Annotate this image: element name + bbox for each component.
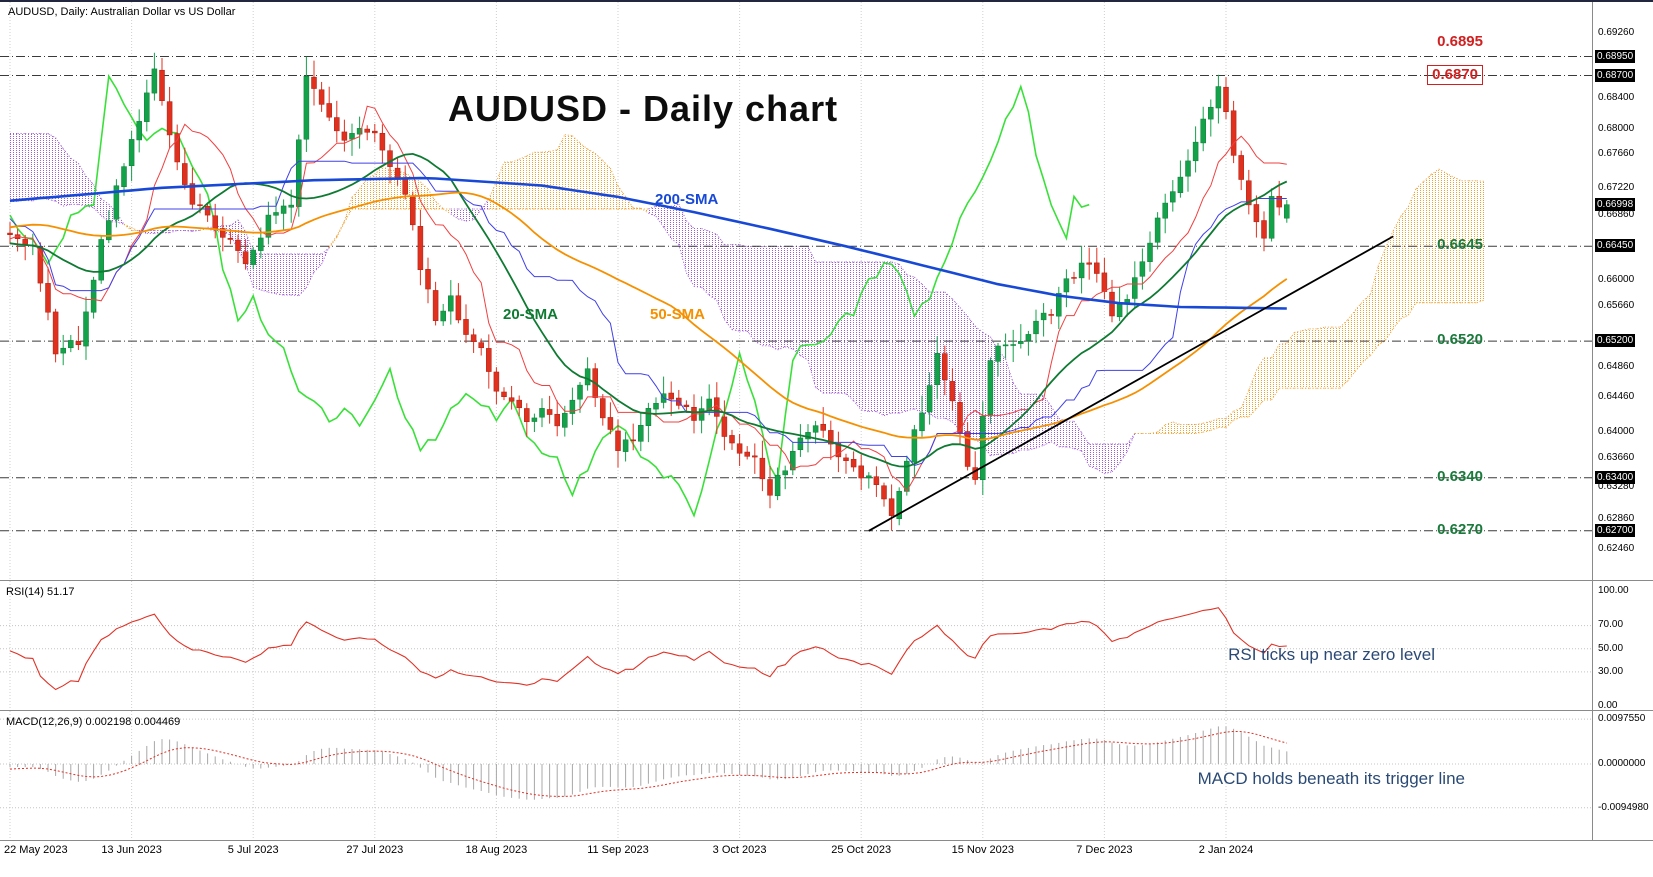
rsi-axis-label: 30.00 [1598,666,1624,677]
date-axis-label: 15 Nov 2023 [951,844,1014,856]
rsi-axis-label: 70.00 [1598,619,1624,630]
date-axis-label: 22 May 2023 [4,844,68,856]
rsi-axis-label: 100.00 [1598,585,1629,596]
rsi-annotation: RSI ticks up near zero level [1228,645,1435,664]
price-axis-label: 0.66000 [1598,274,1635,286]
level-label-0.6895: 0.6895 [1437,32,1483,50]
price-axis-label: 0.64460 [1598,391,1635,403]
price-axis-label: 0.63280 [1598,480,1635,492]
chart-symbol-header: AUDUSD, Daily: Australian Dollar vs US D… [8,6,236,18]
level-label-0.6645: 0.6645 [1437,236,1483,254]
rsi-axis-label: 50.00 [1598,643,1624,654]
label-20-sma: 20-SMA [503,306,559,323]
macd-axis-label: 0.0097550 [1598,713,1646,725]
rsi-indicator-label: RSI(14) 51.17 [6,586,75,598]
price-axis-label: 0.68400 [1598,92,1635,104]
price-axis-tag: 0.68950 [1595,49,1636,63]
time-axis[interactable]: 22 May 2023 13 Jun 2023 5 Jul 2023 27 Jul 2… [0,844,1653,864]
macd-axis-label: -0.0094980 [1598,801,1649,813]
level-label-0.6520: 0.6520 [1437,331,1483,349]
price-axis-label: 0.65660 [1598,300,1635,312]
macd-axis-label: 0.0000000 [1598,758,1646,769]
panel-separator [0,710,1653,711]
price-axis-label: 0.64000 [1598,426,1635,438]
price-axis-tag: 0.65200 [1595,334,1636,348]
macd-indicator-label: MACD(12,26,9) 0.002198 0.004469 [6,716,181,728]
label-50-sma: 50-SMA [650,306,706,323]
macd-indicator-panel[interactable] [0,711,1592,840]
price-axis-tag: 0.66450 [1595,239,1636,253]
date-axis-label: 25 Oct 2023 [831,844,892,856]
rsi-indicator-panel[interactable] [0,581,1592,710]
price-axis-label: 0.63660 [1598,451,1635,463]
price-axis-label: 0.64860 [1598,360,1635,372]
date-axis-label: 2 Jan 2024 [1198,844,1254,856]
date-axis-label: 3 Oct 2023 [712,844,767,856]
panel-separator [0,840,1653,841]
date-axis-label: 7 Dec 2023 [1076,844,1133,856]
level-label-0.6270: 0.6270 [1437,520,1483,538]
price-axis-label: 0.67660 [1598,148,1635,160]
price-axis-tag: 0.63400 [1595,470,1636,484]
price-axis-tag: 0.66998 [1595,197,1636,211]
price-axis-label: 0.62460 [1598,543,1635,555]
panel-separator [0,580,1653,581]
level-label-0.6340: 0.6340 [1437,467,1483,485]
price-axis-label: 0.69260 [1598,27,1635,39]
date-axis-label: 27 Jul 2023 [346,844,404,856]
price-axis-label: 0.68000 [1598,122,1635,134]
price-axis[interactable]: 0.69260 0.68400 0.68000 0.67660 0.67220 0.668… [1594,2,1653,840]
chart-title: AUDUSD - Daily chart [448,88,839,129]
price-axis-tag: 0.62700 [1595,523,1636,537]
date-axis-label: 13 Jun 2023 [101,844,162,856]
price-axis-label: 0.67220 [1598,181,1635,193]
price-axis-label: 0.62860 [1598,512,1635,524]
date-axis-label: 18 Aug 2023 [465,844,528,856]
price-axis-tag: 0.68700 [1595,68,1636,82]
main-price-chart[interactable] [0,2,1592,580]
macd-annotation: MACD holds beneath its trigger line [1197,769,1465,788]
axis-separator [1592,2,1593,840]
date-axis-label: 11 Sep 2023 [587,844,649,856]
label-200-sma: 200-SMA [655,191,719,208]
price-axis-label: 0.66860 [1598,209,1635,221]
rsi-axis-label: 0.00 [1598,700,1618,711]
date-axis-label: 5 Jul 2023 [227,844,279,856]
level-label-0.6870: 0.6870 [1427,64,1483,85]
